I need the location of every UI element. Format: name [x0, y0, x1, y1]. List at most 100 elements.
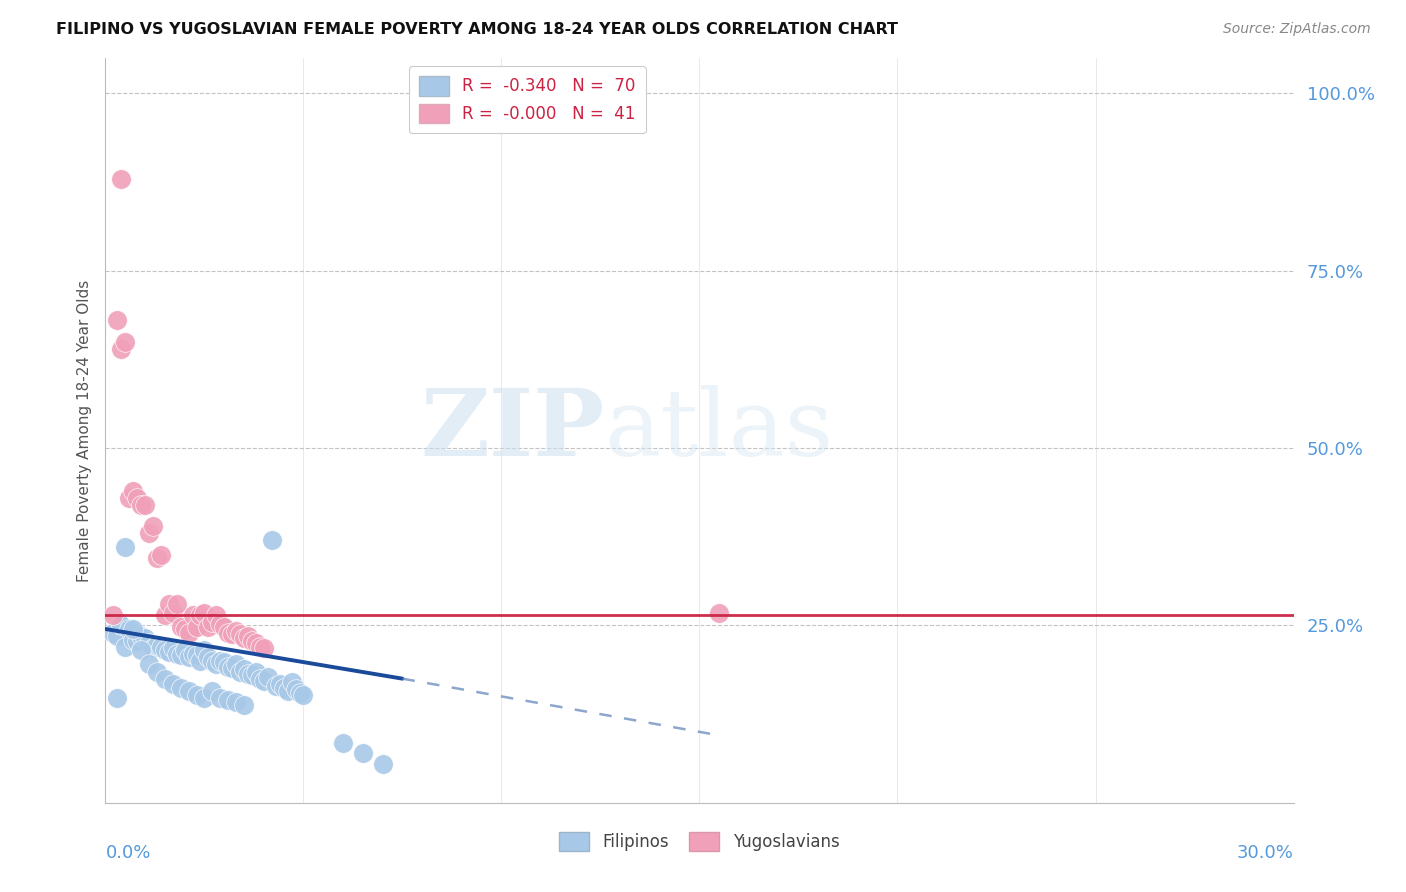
Point: [225, 695, 247, 709]
Point: [233, 632, 256, 646]
Point: [229, 665, 252, 679]
Point: [166, 597, 188, 611]
Point: [260, 533, 283, 548]
Point: [162, 606, 184, 620]
Point: [233, 698, 256, 712]
Point: [332, 735, 354, 749]
Point: [256, 669, 278, 683]
Point: [221, 627, 243, 641]
Text: 0.0%: 0.0%: [105, 844, 150, 862]
Point: [146, 665, 169, 679]
Point: [103, 607, 125, 622]
Point: [245, 665, 267, 679]
Point: [214, 656, 236, 670]
Point: [114, 334, 136, 349]
Point: [190, 654, 212, 668]
Point: [245, 636, 267, 650]
Point: [177, 683, 200, 698]
Point: [197, 620, 219, 634]
Point: [197, 650, 219, 665]
Point: [201, 683, 224, 698]
Point: [205, 657, 228, 672]
Text: Source: ZipAtlas.com: Source: ZipAtlas.com: [1223, 22, 1371, 37]
Point: [225, 624, 247, 639]
Point: [166, 647, 188, 661]
Point: [142, 519, 165, 533]
Point: [105, 313, 128, 327]
Point: [217, 625, 239, 640]
Point: [118, 622, 141, 636]
Text: 30.0%: 30.0%: [1237, 844, 1294, 862]
Text: atlas: atlas: [605, 385, 834, 475]
Point: [205, 607, 228, 622]
Point: [122, 632, 145, 647]
Point: [221, 661, 243, 675]
Point: [236, 666, 259, 681]
Point: [149, 548, 172, 562]
Point: [149, 640, 172, 654]
Point: [352, 746, 374, 760]
Y-axis label: Female Poverty Among 18-24 Year Olds: Female Poverty Among 18-24 Year Olds: [76, 279, 91, 582]
Point: [162, 676, 184, 690]
Point: [209, 617, 232, 632]
Point: [114, 640, 136, 654]
Point: [177, 625, 200, 640]
Point: [217, 659, 239, 673]
Point: [134, 632, 156, 646]
Point: [209, 654, 232, 668]
Point: [110, 618, 132, 632]
Point: [193, 606, 215, 620]
Point: [105, 690, 128, 705]
Point: [110, 171, 132, 186]
Point: [190, 607, 212, 622]
Point: [273, 681, 295, 695]
Point: [214, 620, 236, 634]
Point: [240, 634, 263, 648]
Point: [170, 620, 193, 634]
Point: [253, 641, 276, 656]
Point: [249, 672, 271, 686]
Point: [105, 629, 128, 643]
Point: [240, 668, 263, 682]
Point: [157, 645, 180, 659]
Point: [127, 491, 149, 505]
Point: [138, 526, 160, 541]
Point: [157, 597, 180, 611]
Point: [186, 648, 208, 663]
Point: [153, 607, 176, 622]
Point: [162, 641, 184, 656]
Point: [122, 622, 145, 636]
Point: [153, 672, 176, 686]
Point: [225, 657, 247, 672]
Point: [110, 342, 132, 356]
Point: [277, 683, 299, 698]
Point: [129, 643, 152, 657]
Point: [181, 607, 204, 622]
Point: [142, 641, 165, 656]
Point: [217, 693, 239, 707]
Point: [170, 681, 193, 695]
Point: [114, 541, 136, 555]
Point: [170, 648, 193, 663]
Point: [173, 643, 195, 657]
Point: [249, 640, 271, 654]
Point: [134, 498, 156, 512]
Legend: Filipinos, Yugoslavians: Filipinos, Yugoslavians: [553, 825, 846, 858]
Point: [103, 625, 125, 640]
Text: FILIPINO VS YUGOSLAVIAN FEMALE POVERTY AMONG 18-24 YEAR OLDS CORRELATION CHART: FILIPINO VS YUGOSLAVIAN FEMALE POVERTY A…: [56, 22, 898, 37]
Point: [201, 615, 224, 629]
Point: [371, 756, 394, 771]
Point: [153, 643, 176, 657]
Point: [138, 657, 160, 672]
Point: [173, 622, 195, 636]
Point: [253, 673, 276, 688]
Point: [138, 636, 160, 650]
Point: [280, 675, 302, 690]
Point: [177, 650, 200, 665]
Point: [118, 491, 141, 505]
Point: [233, 662, 256, 676]
Point: [284, 682, 307, 697]
Point: [186, 620, 208, 634]
Point: [193, 690, 215, 705]
Point: [288, 686, 311, 700]
